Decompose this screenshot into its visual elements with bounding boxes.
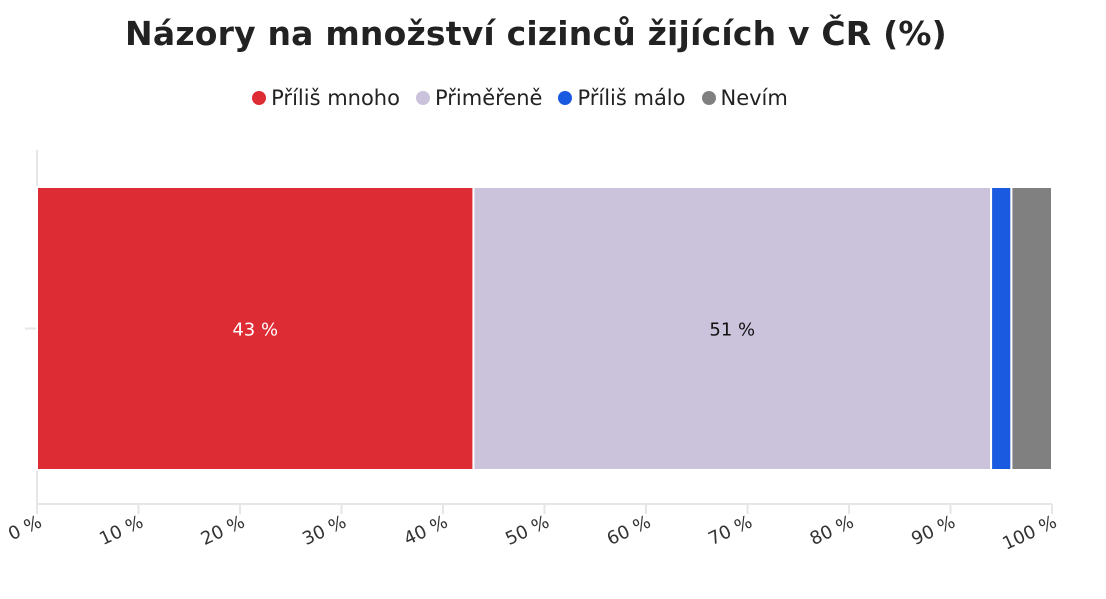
x-tick-label: 50 % bbox=[502, 511, 552, 549]
x-tick-label: 40 % bbox=[401, 511, 451, 549]
x-tick-label: 20 % bbox=[198, 511, 248, 549]
legend-item[interactable]: Nevím bbox=[701, 86, 788, 110]
legend-item[interactable]: Příliš málo bbox=[558, 86, 686, 110]
bar-data-label: 43 % bbox=[232, 320, 278, 341]
bar-segment[interactable] bbox=[990, 186, 1013, 471]
legend-marker bbox=[252, 91, 267, 105]
bar-segment[interactable] bbox=[472, 186, 993, 471]
legend-label: Příliš málo bbox=[577, 86, 686, 110]
x-tick-label: 90 % bbox=[908, 511, 958, 549]
legend-label: Nevím bbox=[720, 86, 788, 110]
x-tick-label: 0 % bbox=[5, 511, 45, 545]
bars-layer bbox=[36, 186, 1054, 471]
bar-segment[interactable] bbox=[36, 186, 475, 471]
legend-label: Přiměřeně bbox=[434, 86, 543, 110]
x-tick-label: 30 % bbox=[299, 511, 349, 549]
legend-item[interactable]: Přiměřeně bbox=[415, 86, 543, 110]
legend-item[interactable]: Příliš mnoho bbox=[252, 86, 400, 110]
x-tick-label: 10 % bbox=[96, 511, 146, 549]
legend-marker bbox=[415, 91, 430, 105]
x-tick-labels: 0 % 10 % 20 % 30 % 40 % 50 % 60 % 70 % 80 % 90 % 1… bbox=[5, 511, 1060, 554]
x-tick-label: 60 % bbox=[604, 511, 654, 549]
data-labels-layer: 43 % 51 % bbox=[232, 320, 755, 341]
x-tick-label: 70 % bbox=[705, 511, 755, 549]
legend-marker bbox=[701, 91, 716, 105]
chart-title: Názory na množství cizinců žijících v ČR… bbox=[125, 14, 947, 53]
bar-segment[interactable] bbox=[1010, 186, 1054, 471]
chart-legend: Příliš mnoho Přiměřeně Příliš málo Nevím bbox=[0, 86, 1040, 110]
bar-data-label: 51 % bbox=[709, 320, 755, 341]
x-tick-label: 80 % bbox=[807, 511, 857, 549]
legend-marker bbox=[558, 91, 573, 105]
x-tick-label: 100 % bbox=[999, 511, 1060, 554]
legend-label: Příliš mnoho bbox=[271, 86, 400, 110]
